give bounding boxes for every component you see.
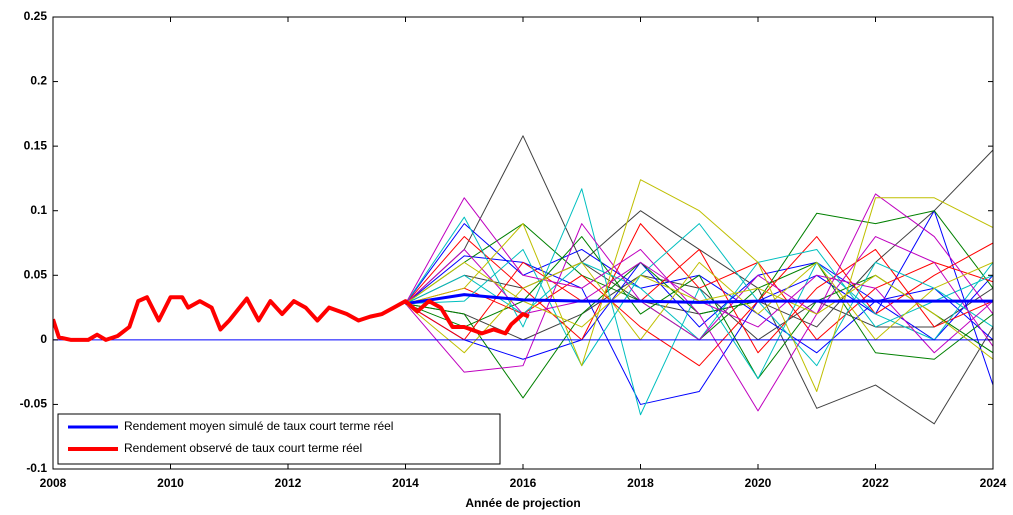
y-tick-label: 0.1 xyxy=(30,203,47,217)
y-tick-label: 0.2 xyxy=(30,74,47,88)
plot-lines xyxy=(53,135,993,425)
series-line xyxy=(405,293,993,306)
y-tick-label: -0.05 xyxy=(20,397,48,411)
simulation-line xyxy=(405,261,993,360)
simulation-line xyxy=(405,223,993,367)
legend-box xyxy=(57,413,501,465)
x-tick-label: 2010 xyxy=(157,476,184,490)
x-tick-label: 2016 xyxy=(510,476,537,490)
legend-label: Rendement observé de taux court terme ré… xyxy=(124,441,362,455)
y-tick-label: 0.25 xyxy=(24,9,48,23)
x-tick-label: 2018 xyxy=(627,476,654,490)
y-tick-label: 0.05 xyxy=(24,267,48,281)
x-tick-label: 2012 xyxy=(275,476,302,490)
legend-label: Rendement moyen simulé de taux court ter… xyxy=(124,419,393,433)
x-tick-label: 2020 xyxy=(745,476,772,490)
x-tick-label: 2024 xyxy=(980,476,1007,490)
plot-area xyxy=(53,17,993,469)
simulation-line xyxy=(405,179,993,393)
simulation-line xyxy=(405,197,993,412)
x-tick-label: 2022 xyxy=(862,476,889,490)
x-tick-label: 2014 xyxy=(392,476,419,490)
y-tick-label: -0.1 xyxy=(26,461,47,475)
simulation-line xyxy=(405,261,993,354)
x-axis-label: Année de projection xyxy=(465,496,580,510)
series-line xyxy=(53,295,530,342)
y-tick-label: 0 xyxy=(40,332,47,346)
y-tick-label: 0.15 xyxy=(24,138,48,152)
x-tick-label: 2008 xyxy=(40,476,67,490)
